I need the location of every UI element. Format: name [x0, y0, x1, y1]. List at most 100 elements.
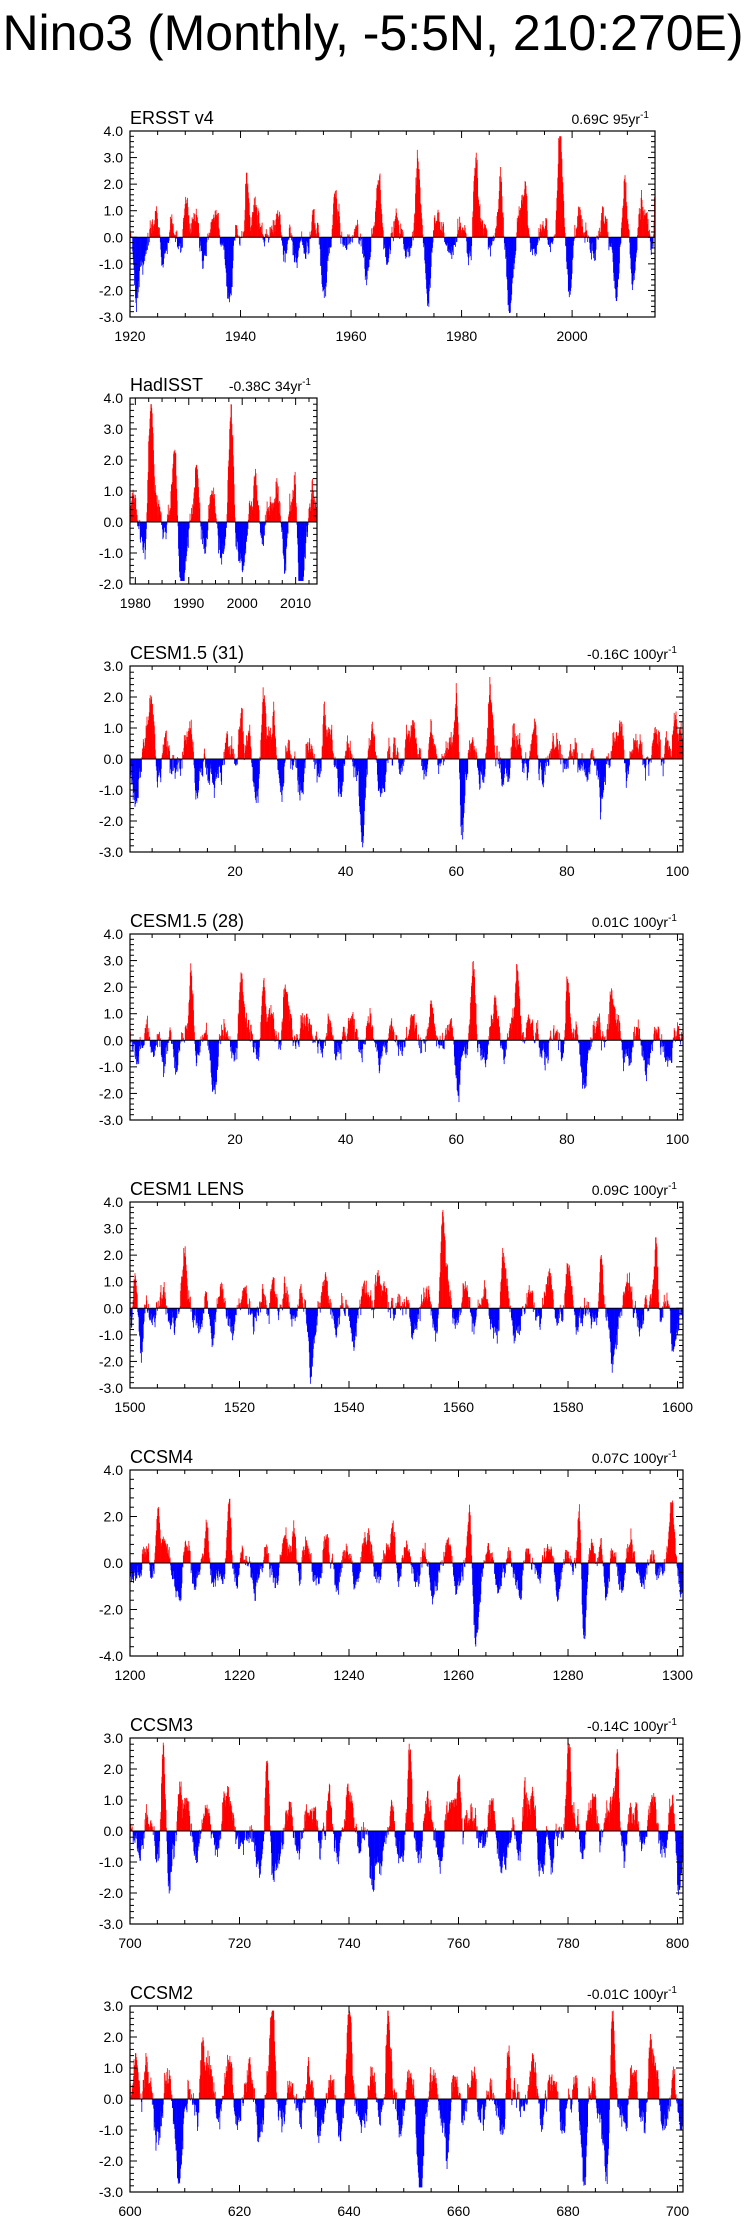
positive-bar — [279, 500, 280, 522]
negative-bar — [225, 1308, 227, 1317]
negative-bar — [512, 237, 514, 279]
positive-bar — [434, 1023, 435, 1041]
negative-bar — [482, 1040, 484, 1050]
negative-bar — [297, 237, 299, 257]
positive-bar — [232, 435, 234, 522]
positive-bar — [263, 980, 264, 1041]
positive-bar — [148, 441, 150, 522]
negative-bar — [524, 759, 526, 761]
positive-bar — [350, 1019, 352, 1041]
positive-bar — [574, 1029, 576, 1041]
negative-bar — [338, 1308, 340, 1325]
positive-bar — [145, 1306, 147, 1309]
positive-bar — [304, 1017, 306, 1041]
positive-bar — [274, 231, 276, 238]
negative-bar — [423, 237, 425, 248]
negative-bar — [307, 1308, 308, 1333]
negative-bar — [314, 759, 316, 769]
positive-bar — [416, 743, 417, 759]
negative-bar — [219, 522, 221, 558]
positive-bar — [577, 1035, 579, 1041]
x-tick-label: 20 — [227, 863, 243, 879]
positive-bar — [414, 212, 416, 238]
positive-bar — [316, 1037, 318, 1041]
positive-bar — [416, 168, 418, 238]
positive-bar — [517, 971, 519, 1041]
negative-bar — [175, 1040, 177, 1069]
positive-bar — [395, 754, 397, 759]
positive-bar — [411, 235, 413, 238]
positive-bar — [207, 233, 209, 238]
positive-bar — [170, 491, 172, 522]
positive-bar — [144, 1033, 146, 1041]
positive-bar — [525, 1037, 527, 1041]
negative-bar — [279, 759, 281, 786]
negative-bar — [138, 1308, 140, 1332]
negative-bar — [596, 759, 598, 776]
positive-bar — [550, 757, 552, 759]
negative-bar — [591, 237, 593, 251]
negative-bar — [512, 237, 514, 278]
y-tick-label: -1.0 — [99, 782, 123, 798]
positive-bar — [274, 736, 276, 759]
positive-bar — [499, 1032, 501, 1041]
negative-bar — [173, 759, 175, 768]
positive-bar — [435, 748, 437, 759]
positive-bar — [251, 501, 252, 522]
positive-bar — [335, 197, 337, 238]
negative-bar — [229, 1308, 231, 1319]
negative-bar — [227, 1308, 229, 1326]
negative-bar — [184, 522, 186, 573]
negative-bar — [165, 237, 167, 250]
positive-bar — [483, 235, 485, 238]
negative-bar — [480, 759, 482, 771]
positive-bar — [679, 1036, 681, 1041]
negative-bar — [234, 1040, 235, 1056]
negative-bar — [643, 1040, 645, 1061]
negative-bar — [292, 237, 294, 256]
negative-bar — [427, 237, 428, 306]
negative-bar — [232, 1040, 234, 1053]
positive-bar — [317, 1302, 319, 1309]
negative-bar — [304, 759, 306, 769]
positive-bar — [674, 722, 676, 759]
positive-bar — [458, 752, 460, 759]
positive-bar — [260, 1302, 262, 1309]
positive-bar — [170, 218, 172, 238]
positive-bar — [554, 750, 556, 759]
negative-bar — [454, 237, 456, 245]
positive-bar — [535, 724, 537, 759]
positive-bar — [213, 487, 215, 522]
positive-bar — [655, 1028, 657, 1041]
positive-bar — [415, 177, 417, 238]
negative-bar — [140, 1040, 142, 1046]
negative-bar — [177, 237, 179, 248]
negative-bar — [466, 1040, 468, 1056]
negative-bar — [135, 237, 137, 303]
positive-bar — [240, 1299, 242, 1309]
positive-bar — [559, 1033, 560, 1041]
positive-bar — [530, 1026, 532, 1041]
positive-bar — [520, 207, 521, 238]
negative-bar — [291, 759, 293, 762]
positive-bar — [437, 212, 438, 238]
negative-bar — [141, 1040, 143, 1048]
negative-bar — [350, 1308, 352, 1328]
negative-bar — [140, 522, 142, 543]
positive-bar — [159, 1297, 161, 1309]
positive-bar — [235, 235, 237, 238]
positive-bar — [154, 490, 156, 522]
negative-bar — [301, 522, 303, 581]
negative-bar — [339, 1040, 341, 1049]
negative-bar — [646, 1040, 648, 1068]
positive-bar — [185, 1025, 187, 1041]
negative-bar — [223, 759, 224, 761]
negative-bar — [584, 1040, 586, 1088]
negative-bar — [192, 1308, 194, 1323]
positive-bar — [630, 753, 632, 759]
negative-bar — [450, 237, 452, 247]
negative-bar — [369, 237, 371, 260]
positive-bar — [187, 1023, 188, 1041]
positive-bar — [247, 1023, 249, 1041]
negative-bar — [501, 759, 503, 786]
